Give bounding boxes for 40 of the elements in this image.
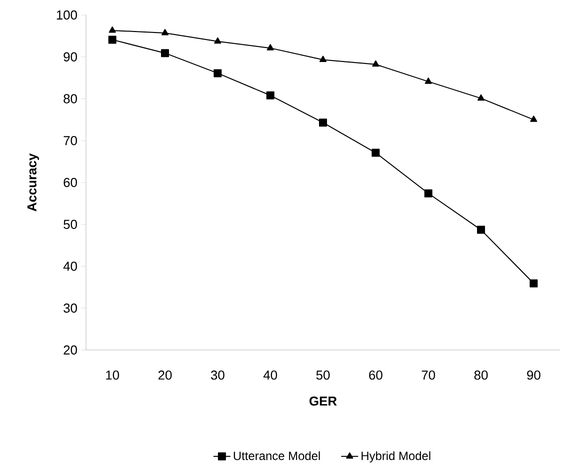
y-tick-label: 80	[64, 94, 77, 104]
x-tick-label: 30	[210, 370, 224, 380]
x-tick-label: 90	[527, 370, 540, 380]
x-axis-title: GER	[310, 396, 337, 406]
point	[161, 49, 170, 58]
x-tick-label: 40	[263, 370, 278, 380]
y-axis-title: Accuracy	[27, 153, 40, 212]
point	[266, 44, 274, 50]
point	[319, 118, 328, 127]
point	[108, 26, 116, 33]
x-tick-label: 20	[158, 370, 172, 380]
point	[214, 69, 222, 78]
x-tick-label: 50	[316, 370, 330, 380]
point	[372, 60, 380, 67]
y-tick-label: 100	[56, 10, 77, 20]
y-tick-label: 50	[64, 220, 77, 229]
x-tick-label: 70	[422, 370, 436, 380]
point	[530, 279, 538, 288]
point	[108, 36, 116, 44]
y-tick-label: 20	[64, 345, 77, 355]
point	[424, 78, 432, 84]
y-tick-label: 90	[64, 52, 77, 62]
y-tick-label: 70	[64, 136, 77, 146]
point	[266, 91, 274, 100]
y-tick-label: 30	[64, 304, 77, 313]
point	[319, 56, 327, 62]
y-tick-label: 60	[64, 178, 77, 188]
x-tick-label: 60	[369, 370, 382, 380]
x-tick-label: 10	[106, 370, 120, 380]
y-tick-label: 40	[63, 262, 77, 271]
point	[214, 37, 222, 44]
point	[477, 94, 485, 101]
legend-label: Hybrid Model	[362, 451, 430, 462]
point	[530, 116, 538, 122]
x-tick-label: 80	[474, 370, 488, 380]
point	[372, 148, 380, 157]
point	[424, 189, 432, 198]
point	[477, 226, 486, 234]
point	[161, 28, 169, 36]
legend-label: Utterance Model	[234, 451, 320, 460]
